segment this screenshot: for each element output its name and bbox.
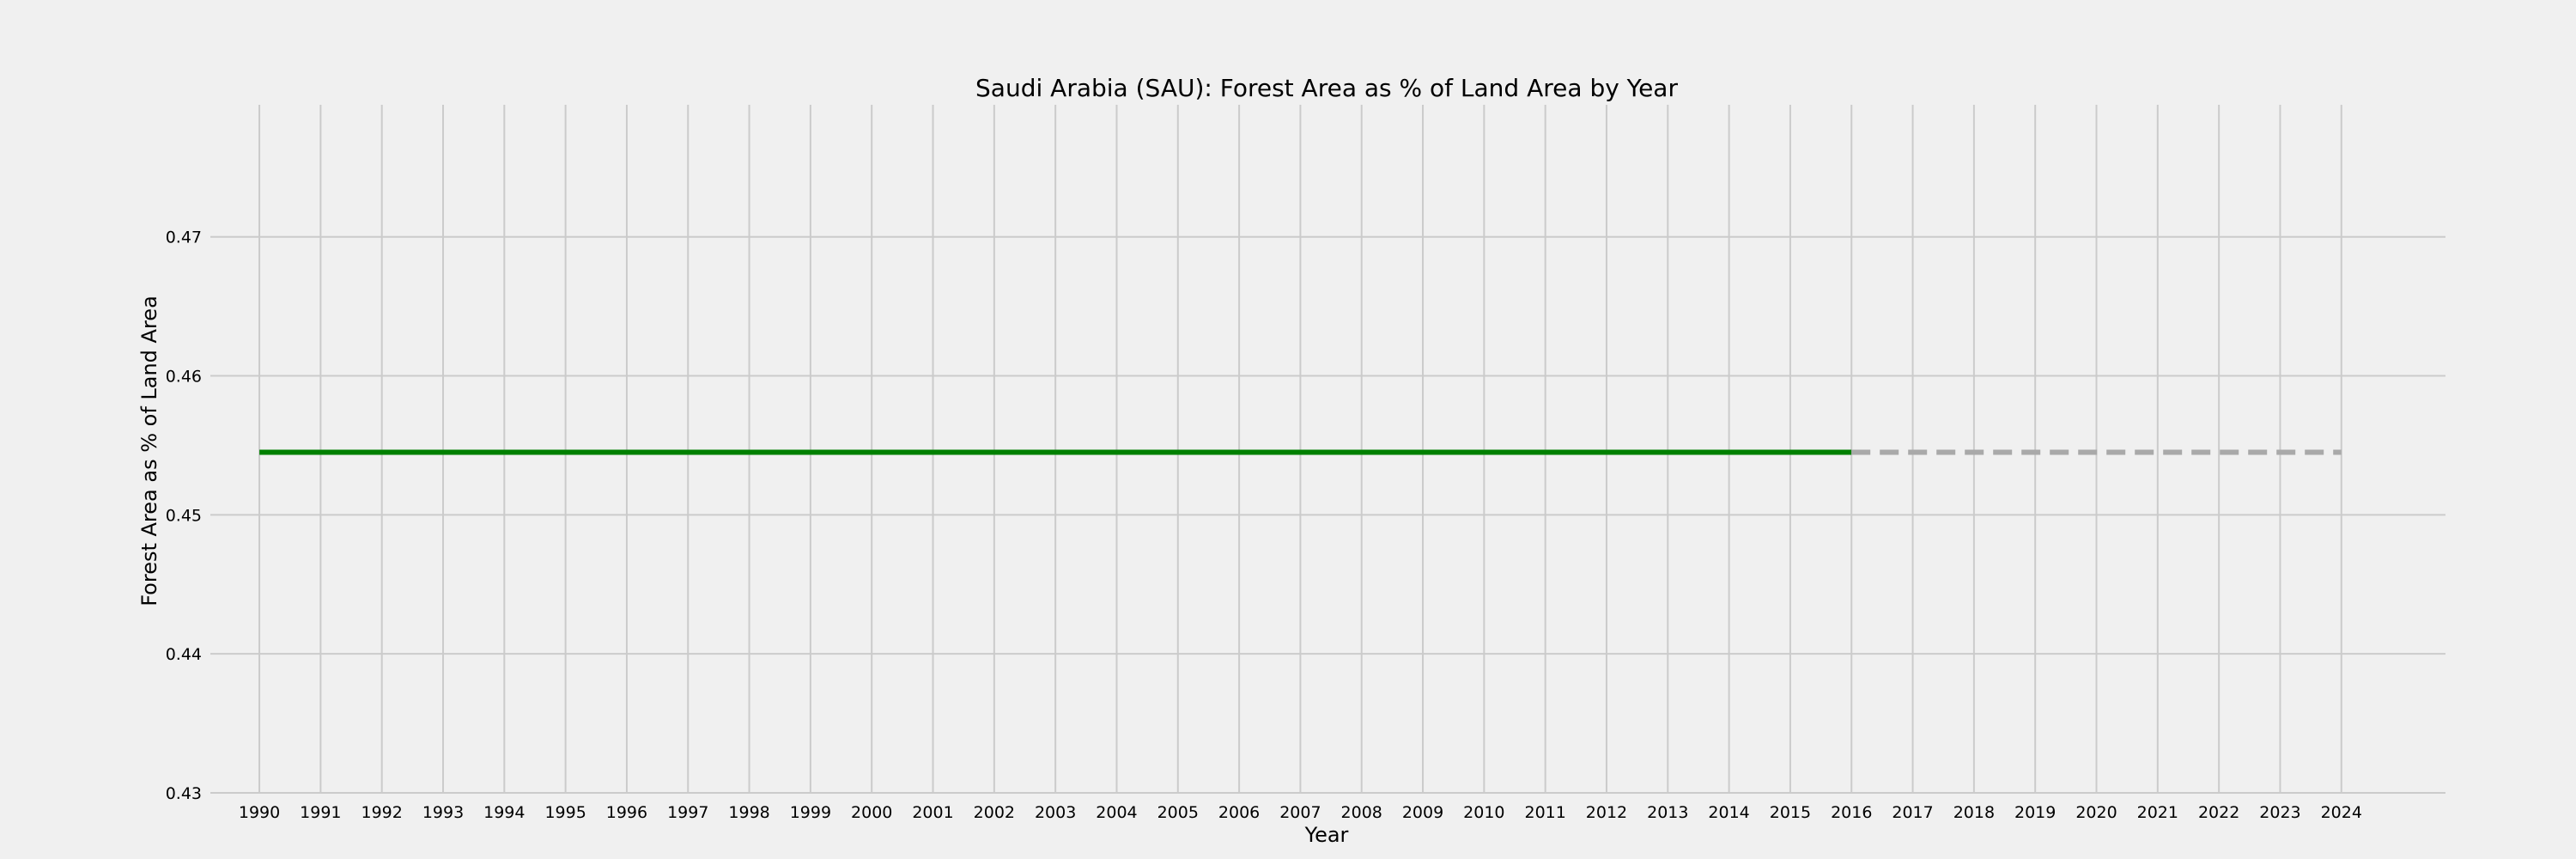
x-tick-label: 1995 xyxy=(544,803,586,822)
x-tick-label: 1996 xyxy=(606,803,647,822)
x-tick-label: 1992 xyxy=(361,803,403,822)
x-tick-label: 2014 xyxy=(1708,803,1749,822)
x-tick-label: 2013 xyxy=(1647,803,1688,822)
chart-title: Saudi Arabia (SAU): Forest Area as % of … xyxy=(975,74,1678,102)
y-tick-label: 0.45 xyxy=(166,506,202,525)
x-tick-label: 2021 xyxy=(2137,803,2178,822)
x-tick-label: 2007 xyxy=(1279,803,1321,822)
x-tick-label: 2000 xyxy=(851,803,892,822)
x-tick-label: 2002 xyxy=(974,803,1015,822)
x-tick-label: 1993 xyxy=(422,803,464,822)
x-tick-label: 2015 xyxy=(1770,803,1811,822)
y-tick-label: 0.46 xyxy=(166,368,202,387)
x-tick-label: 1994 xyxy=(483,803,525,822)
x-tick-label: 2011 xyxy=(1524,803,1565,822)
x-tick-label: 1998 xyxy=(728,803,769,822)
x-tick-label: 2009 xyxy=(1402,803,1443,822)
y-tick-label: 0.44 xyxy=(166,645,202,664)
x-tick-label: 2019 xyxy=(2014,803,2056,822)
x-tick-label: 2008 xyxy=(1341,803,1382,822)
x-tick-label: 2016 xyxy=(1831,803,1872,822)
tick-labels: 0.43 0.44 0.45 0.46 0.47 1990 1991 1992 1993 1994… xyxy=(166,228,2362,822)
x-tick-label: 2024 xyxy=(2321,803,2362,822)
x-tick-label: 2005 xyxy=(1157,803,1199,822)
x-tick-label: 2020 xyxy=(2075,803,2117,822)
x-tick-label: 2001 xyxy=(912,803,953,822)
x-axis-label: Year xyxy=(1304,823,1349,847)
x-tick-label: 2017 xyxy=(1892,803,1933,822)
x-tick-label: 1990 xyxy=(239,803,280,822)
x-tick-label: 2003 xyxy=(1035,803,1076,822)
x-tick-label: 2018 xyxy=(1953,803,1995,822)
x-tick-label: 2022 xyxy=(2198,803,2239,822)
x-tick-label: 1999 xyxy=(790,803,831,822)
y-tick-label: 0.43 xyxy=(166,784,202,803)
x-tick-label: 1991 xyxy=(300,803,341,822)
y-tick-label: 0.47 xyxy=(166,228,202,247)
y-axis-label: Forest Area as % of Land Area xyxy=(137,295,161,606)
x-tick-label: 2023 xyxy=(2259,803,2300,822)
x-tick-label: 2006 xyxy=(1218,803,1260,822)
x-tick-label: 2004 xyxy=(1096,803,1137,822)
grid-lines xyxy=(210,105,2445,794)
x-tick-label: 1997 xyxy=(667,803,708,822)
x-tick-label: 2010 xyxy=(1463,803,1504,822)
x-tick-label: 2012 xyxy=(1586,803,1627,822)
